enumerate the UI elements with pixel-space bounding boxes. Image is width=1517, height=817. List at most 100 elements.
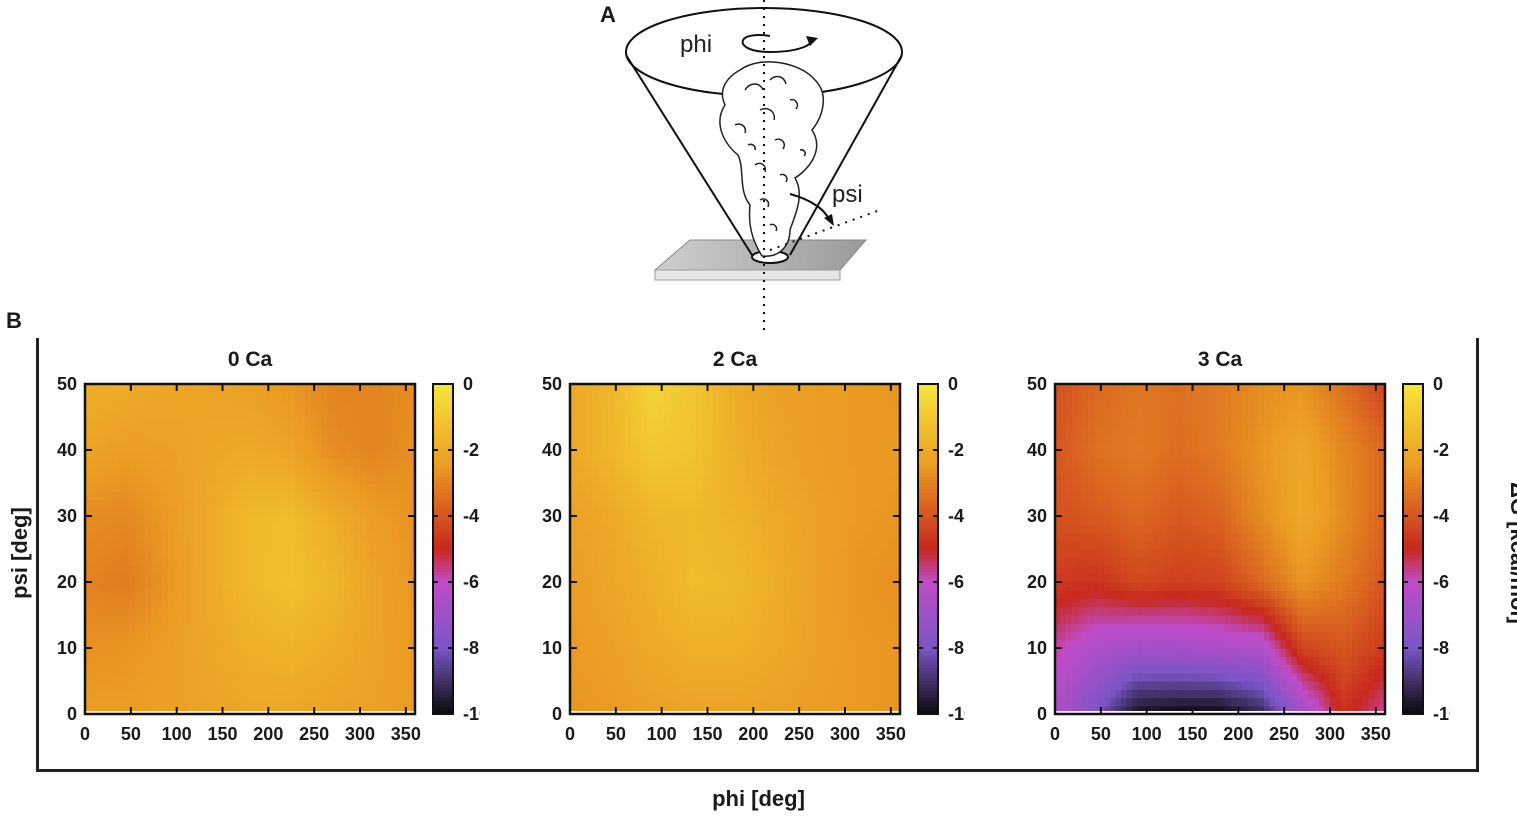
heatmap-cell: [321, 417, 328, 426]
heatmap-cell: [184, 466, 191, 476]
x-tick-label: 0: [565, 724, 575, 744]
heatmap-cell: [861, 557, 868, 567]
heatmap-cell: [581, 606, 588, 616]
heatmap-cell: [151, 507, 158, 517]
heatmap-cell: [376, 590, 383, 600]
heatmap-cell: [228, 400, 235, 410]
heatmap-cell: [96, 623, 103, 633]
heatmap-cell: [195, 433, 202, 443]
heatmap-cell: [123, 549, 130, 558]
heatmap-cell: [669, 400, 676, 410]
heatmap-cell: [680, 441, 687, 451]
heatmap-cell: [889, 483, 896, 492]
heatmap-cell: [757, 557, 764, 567]
heatmap-cell: [625, 606, 632, 616]
heatmap-cell: [178, 425, 185, 435]
heatmap-cell: [575, 697, 582, 707]
heatmap-cell: [387, 433, 394, 443]
heatmap-cell: [140, 631, 147, 641]
heatmap-cell: [883, 474, 890, 484]
heatmap-cell: [652, 681, 659, 690]
heatmap-cell: [603, 565, 610, 575]
heatmap-cell: [134, 499, 141, 509]
heatmap-cell: [696, 466, 703, 476]
heatmap-cell: [779, 631, 786, 641]
heatmap-cell: [680, 557, 687, 567]
heatmap-cell: [889, 491, 896, 501]
heatmap-cell: [200, 565, 207, 575]
heatmap-cell: [145, 557, 152, 567]
heatmap-cell: [691, 474, 698, 484]
heatmap-cell: [702, 532, 709, 542]
heatmap-cell: [641, 450, 648, 459]
heatmap-cell: [641, 697, 648, 707]
heatmap-cell: [305, 474, 312, 484]
heatmap-cell: [310, 681, 317, 690]
heatmap-cell: [768, 524, 775, 534]
heatmap-cell: [343, 408, 350, 418]
heatmap-cell: [784, 623, 791, 633]
heatmap-cell: [581, 466, 588, 476]
heatmap-cell: [118, 565, 125, 575]
heatmap-cell: [338, 433, 345, 443]
heatmap-cell: [735, 499, 742, 509]
heatmap-cell: [398, 474, 405, 484]
heatmap-cell: [255, 590, 262, 600]
heatmap-cell: [85, 458, 92, 468]
heatmap-cell: [762, 689, 769, 699]
heatmap-cell: [867, 573, 874, 583]
heatmap-cell: [867, 648, 874, 657]
heatmap-cell: [861, 582, 868, 591]
heatmap-cell: [894, 672, 901, 682]
heatmap-cell: [338, 631, 345, 641]
heatmap-cell: [189, 384, 196, 393]
heatmap-cell: [636, 425, 643, 435]
heatmap-cell: [316, 697, 323, 707]
heatmap-cell: [801, 417, 808, 426]
heatmap-cell: [162, 697, 169, 707]
heatmap-cell: [817, 615, 824, 624]
heatmap-cell: [360, 615, 367, 624]
heatmap-cell: [889, 623, 896, 633]
heatmap-cell: [575, 499, 582, 509]
heatmap-cell: [575, 474, 582, 484]
heatmap-cell: [371, 565, 378, 575]
heatmap-cell: [850, 697, 857, 707]
heatmap-cell: [652, 433, 659, 443]
heatmap-cell: [173, 450, 180, 459]
heatmap-cell: [581, 474, 588, 484]
heatmap-cell: [735, 598, 742, 608]
heatmap-cell: [316, 524, 323, 534]
heatmap-cell: [101, 664, 108, 674]
heatmap-cell: [327, 400, 334, 410]
heatmap-cell: [674, 565, 681, 575]
heatmap-cell: [828, 408, 835, 418]
heatmap-cell: [250, 499, 257, 509]
heatmap-cell: [343, 689, 350, 699]
heatmap-cell: [178, 540, 185, 550]
heatmap-cell: [614, 450, 621, 459]
heatmap-cell: [746, 639, 753, 649]
heatmap-cell: [845, 392, 852, 402]
heatmap-cell: [101, 408, 108, 418]
heatmap-cell: [376, 598, 383, 608]
heatmap-cell: [658, 549, 665, 558]
heatmap-cell: [861, 631, 868, 641]
heatmap-cell: [806, 672, 813, 682]
heatmap-cell: [658, 623, 665, 633]
heatmap-cell: [597, 705, 604, 715]
heatmap-cell: [167, 507, 174, 517]
heatmap-cell: [398, 573, 405, 583]
heatmap-cell: [156, 623, 163, 633]
heatmap-cell: [641, 458, 648, 468]
heatmap-cell: [751, 582, 758, 591]
heatmap-cell: [184, 392, 191, 402]
heatmap-cell: [371, 392, 378, 402]
colorbar-segment: [433, 707, 453, 712]
heatmap-cell: [592, 408, 599, 418]
heatmap-cell: [586, 441, 593, 451]
heatmap-cell: [200, 425, 207, 435]
heatmap-cell: [636, 631, 643, 641]
heatmap-cell: [393, 681, 400, 690]
